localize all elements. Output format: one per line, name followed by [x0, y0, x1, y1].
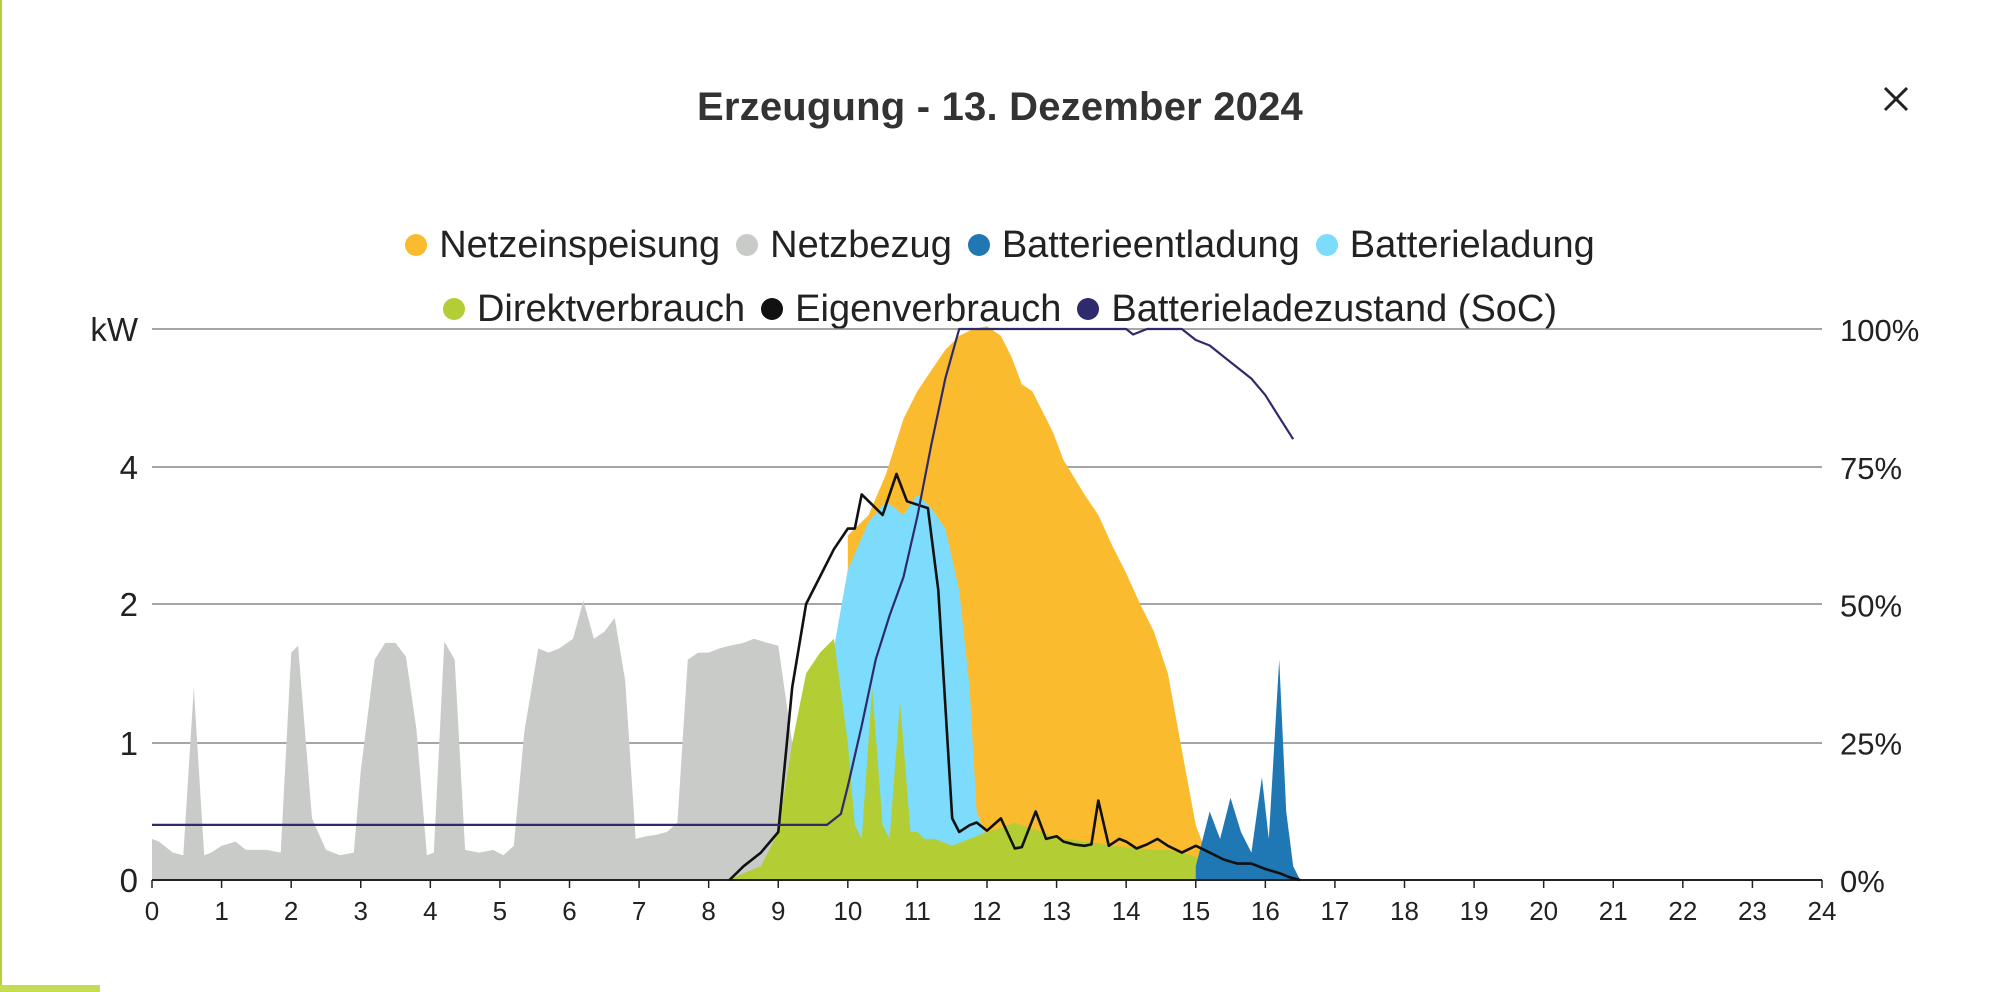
legend-dot	[1077, 298, 1100, 320]
close-icon	[1883, 86, 1909, 112]
x-tick-label: 0	[145, 896, 159, 926]
x-tick-label: 2	[284, 896, 298, 926]
legend-dot	[442, 298, 465, 320]
y-tick-label-left: 2	[120, 586, 138, 623]
legend-label: Netzbezug	[770, 223, 952, 266]
legend-label: Batterieentladung	[1001, 223, 1300, 266]
x-tick-label: 13	[1042, 896, 1071, 926]
legend-label: Batterieladung	[1349, 223, 1595, 266]
x-tick-label: 15	[1181, 896, 1210, 926]
x-tick-label: 24	[1808, 896, 1837, 926]
y-axis-label-left: kW	[90, 311, 139, 348]
legend-item-netzbezug[interactable]: Netzbezug	[736, 224, 952, 267]
x-tick-label: 16	[1251, 896, 1280, 926]
x-tick-label: 9	[771, 896, 785, 926]
legend-dot	[405, 234, 428, 256]
legend-dot	[761, 298, 784, 320]
y-tick-label-right: 100%	[1840, 313, 1919, 348]
legend-dot	[1315, 234, 1338, 256]
x-tick-label: 7	[632, 896, 646, 926]
series-area-netzbezug	[152, 600, 834, 880]
legend-label: Batterieladezustand (SoC)	[1111, 287, 1558, 330]
x-tick-label: 4	[423, 896, 437, 926]
x-tick-label: 20	[1529, 896, 1558, 926]
y-tick-label-left: 1	[120, 725, 138, 762]
x-tick-label: 5	[493, 896, 507, 926]
legend-item-eigenverbrauch[interactable]: Eigenverbrauch	[761, 288, 1061, 331]
y-tick-label-left: 0	[120, 862, 138, 899]
legend-label: Netzeinspeisung	[439, 223, 721, 266]
y-tick-label-left: 4	[120, 449, 138, 486]
x-tick-label: 23	[1738, 896, 1767, 926]
series-area-direktverbrauch	[729, 638, 1301, 880]
y-tick-label-right: 50%	[1840, 589, 1902, 624]
x-tick-label: 19	[1460, 896, 1489, 926]
x-tick-label: 8	[701, 896, 715, 926]
legend-label: Eigenverbrauch	[795, 287, 1062, 330]
x-tick-label: 17	[1320, 896, 1349, 926]
y-tick-label-right: 25%	[1840, 726, 1902, 761]
legend-item-batterieentladung[interactable]: Batterieentladung	[967, 223, 1300, 267]
series-area-batterieentladung	[1195, 659, 1301, 880]
legend-item-batterieladung[interactable]: Batterieladung	[1315, 223, 1595, 267]
x-tick-label: 3	[354, 896, 368, 926]
legend-item-netzeinspeisung[interactable]: Netzeinspeisung	[405, 224, 720, 267]
legend-label: Direktverbrauch	[476, 287, 746, 330]
frame-edge-bottom	[0, 985, 100, 992]
x-tick-label: 11	[904, 896, 931, 926]
x-tick-label: 14	[1112, 896, 1141, 926]
x-tick-label: 22	[1668, 896, 1697, 926]
legend-row-1: Netzeinspeisung Netzbezug Batterieentlad…	[0, 218, 2000, 272]
x-tick-label: 12	[973, 896, 1002, 926]
frame-edge-left	[0, 0, 2, 992]
x-tick-label: 18	[1390, 896, 1419, 926]
legend-dot	[736, 234, 759, 256]
x-tick-label: 6	[562, 896, 576, 926]
close-button[interactable]	[1875, 78, 1917, 120]
x-tick-label: 10	[833, 896, 862, 926]
page-title: Erzeugung - 13. Dezember 2024	[696, 85, 1303, 129]
y-tick-label-right: 75%	[1840, 451, 1902, 486]
series-area-batterieladung	[806, 494, 987, 880]
legend-item-soc[interactable]: Batterieladezustand (SoC)	[1077, 288, 1557, 331]
y-tick-label-right: 0%	[1840, 864, 1885, 899]
x-tick-label: 1	[214, 896, 228, 926]
legend-dot	[967, 234, 990, 256]
legend-row-2: Direktverbrauch Eigenverbrauch Batteriel…	[0, 282, 2000, 336]
legend-item-direktverbrauch[interactable]: Direktverbrauch	[442, 287, 746, 331]
series-line-eigenverbrauch	[728, 472, 1301, 882]
series-line-soc	[152, 327, 1295, 826]
x-tick-label: 21	[1599, 896, 1628, 926]
